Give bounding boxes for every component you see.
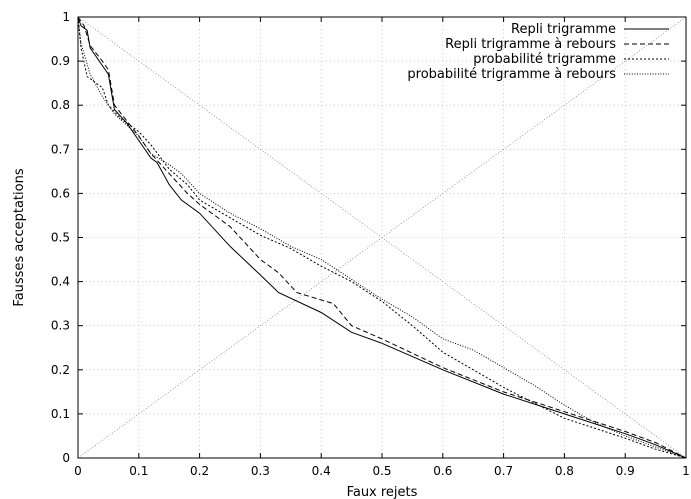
x-tick-label: 0.3 — [251, 464, 270, 478]
x-tick-label: 0 — [74, 464, 82, 478]
y-tick-label: 0.7 — [51, 142, 70, 156]
y-tick-label: 1 — [62, 10, 70, 24]
series-layer — [77, 16, 687, 459]
y-tick-label: 0.3 — [51, 319, 70, 333]
x-tick-label: 0.6 — [433, 464, 452, 478]
x-tick-label: 0.5 — [372, 464, 391, 478]
series-line-4 — [77, 16, 687, 459]
x-tick-label: 0.4 — [312, 464, 331, 478]
x-tick-label: 0.8 — [555, 464, 574, 478]
tick-layer: 0 0.1 0.2 0.3 0.4 0.5 0.6 0.7 0.8 0.9 1 0 0.1 0.2 0.3 0… — [51, 10, 690, 478]
y-tick-label: 0.1 — [51, 407, 70, 421]
reference-lines — [77, 16, 687, 459]
x-tick-label: 1 — [682, 464, 690, 478]
y-tick-label: 0 — [62, 451, 70, 465]
x-tick-label: 0.7 — [494, 464, 513, 478]
y-tick-label: 0.8 — [51, 98, 70, 112]
y-tick-label: 0.2 — [51, 363, 70, 377]
legend-label-1: Repli trigramme — [511, 22, 616, 37]
series-line-3 — [77, 16, 687, 459]
x-axis-label: Faux rejets — [347, 485, 418, 499]
y-tick-label: 0.6 — [51, 186, 70, 200]
x-tick-label: 0.1 — [129, 464, 148, 478]
x-tick-label: 0.9 — [616, 464, 635, 478]
legend-label-2: Repli trigramme à rebours — [445, 37, 616, 52]
legend-label-3: probabilité trigramme — [473, 52, 616, 67]
reference-diagonal — [77, 16, 687, 459]
series-line-1 — [77, 16, 687, 459]
x-tick-label: 0.2 — [190, 464, 209, 478]
y-axis-label: Fausses acceptations — [12, 168, 27, 306]
legend-label-4: probabilité trigramme à rebours — [407, 67, 616, 82]
series-line-2 — [77, 16, 687, 459]
y-tick-label: 0.4 — [51, 275, 70, 289]
y-tick-label: 0.9 — [51, 54, 70, 68]
y-tick-label: 0.5 — [51, 231, 70, 245]
